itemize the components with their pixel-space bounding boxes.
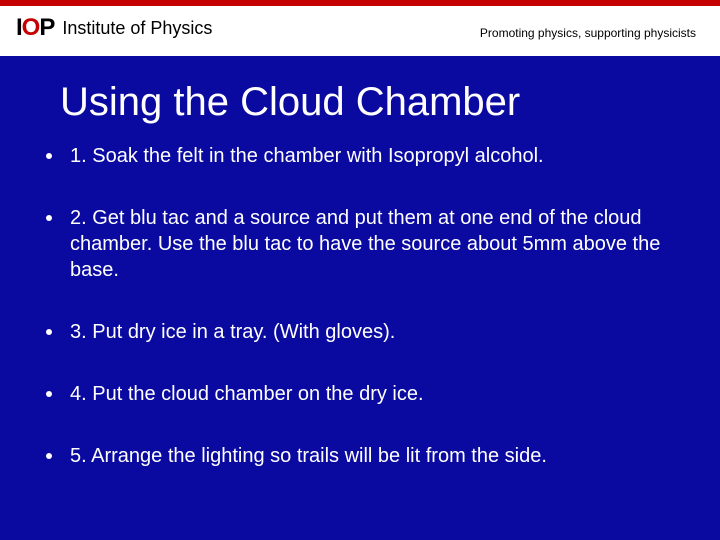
bullet-text: 4. Put the cloud chamber on the dry ice. [70,381,680,407]
bullet-text: 2. Get blu tac and a source and put them… [70,205,680,283]
list-item: 4. Put the cloud chamber on the dry ice. [40,381,680,407]
slide-root: IOP Institute of Physics Promoting physi… [0,0,720,540]
logo-text: Institute of Physics [62,18,212,39]
bullet-icon [46,153,52,159]
header-bar: IOP Institute of Physics Promoting physi… [0,0,720,56]
bullet-text: 1. Soak the felt in the chamber with Iso… [70,143,680,169]
logo-mark: IOP [16,14,54,42]
list-item: 1. Soak the felt in the chamber with Iso… [40,143,680,169]
bullet-icon [46,453,52,459]
list-item: 5. Arrange the lighting so trails will b… [40,443,680,469]
bullet-list: 1. Soak the felt in the chamber with Iso… [40,143,680,469]
bullet-icon [46,329,52,335]
content-area: Using the Cloud Chamber 1. Soak the felt… [0,56,720,469]
bullet-icon [46,215,52,221]
bullet-icon [46,391,52,397]
slide-title: Using the Cloud Chamber [60,80,680,125]
list-item: 2. Get blu tac and a source and put them… [40,205,680,283]
list-item: 3. Put dry ice in a tray. (With gloves). [40,319,680,345]
bullet-text: 5. Arrange the lighting so trails will b… [70,443,680,469]
logo: IOP Institute of Physics [16,14,212,42]
tagline: Promoting physics, supporting physicists [480,26,696,40]
bullet-text: 3. Put dry ice in a tray. (With gloves). [70,319,680,345]
